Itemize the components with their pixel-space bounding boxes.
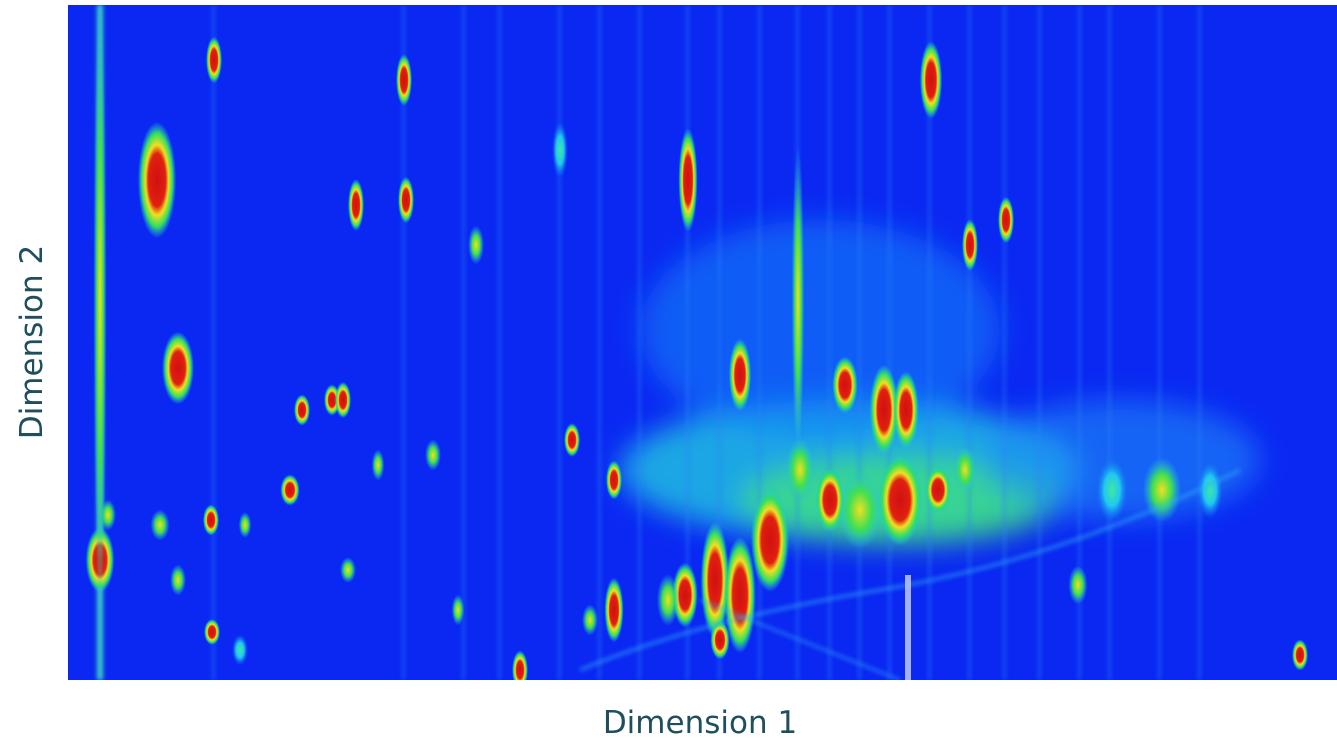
heatmap: [68, 5, 1337, 680]
spot: [750, 488, 790, 592]
spot: [340, 557, 356, 583]
spot: [785, 437, 815, 503]
spot: [728, 338, 752, 412]
y-axis-label: Dimension 2: [14, 245, 50, 439]
streak: [858, 5, 861, 680]
spot: [93, 5, 107, 625]
spot: [877, 454, 923, 546]
streak: [1038, 5, 1041, 680]
streak: [758, 5, 761, 680]
spot: [606, 460, 622, 500]
spot: [206, 36, 222, 84]
streak: [462, 5, 465, 680]
streak: [598, 5, 601, 680]
spot: [203, 504, 219, 536]
spot: [398, 176, 414, 224]
spot: [564, 423, 580, 457]
spot: [100, 499, 116, 531]
spot: [238, 512, 252, 538]
spot: [552, 121, 568, 179]
streak: [638, 5, 641, 680]
spot: [1096, 457, 1128, 523]
spot: [837, 471, 883, 549]
spot: [280, 474, 300, 506]
spot: [1068, 565, 1088, 605]
glow-region: [640, 220, 1000, 440]
spot: [604, 577, 624, 643]
streak: [686, 5, 689, 680]
streak: [558, 5, 561, 680]
spot: [204, 619, 220, 645]
spot: [832, 356, 858, 414]
streak: [828, 5, 831, 680]
spot: [150, 509, 170, 541]
spot: [512, 650, 528, 680]
spot: [468, 225, 484, 265]
spot: [451, 594, 465, 626]
spot: [232, 634, 248, 666]
streak: [1003, 5, 1006, 680]
spot: [962, 219, 978, 271]
spot: [678, 128, 698, 232]
marker-bar: [905, 575, 911, 680]
spot: [170, 564, 186, 596]
streak: [212, 5, 215, 680]
trace: [579, 468, 1241, 672]
streak: [888, 5, 891, 680]
spot: [425, 439, 441, 471]
spot: [791, 144, 805, 456]
spot: [893, 371, 919, 449]
x-axis-label: Dimension 1: [603, 705, 797, 739]
spot: [162, 331, 194, 405]
spot: [371, 449, 385, 481]
spot: [396, 54, 412, 106]
spot: [348, 179, 364, 231]
glow-region: [980, 400, 1260, 520]
spot: [724, 536, 756, 654]
spot: [919, 41, 943, 119]
spot: [582, 604, 598, 636]
streak: [1158, 5, 1161, 680]
spot: [656, 574, 680, 626]
streak: [928, 5, 931, 680]
streak: [718, 5, 721, 680]
spot: [672, 562, 698, 628]
spot: [815, 467, 845, 533]
spot: [953, 446, 977, 494]
spot: [1142, 457, 1182, 523]
spot: [1292, 639, 1308, 671]
streak: [498, 5, 501, 680]
spot: [1197, 461, 1223, 519]
streak: [402, 5, 405, 680]
streak: [1198, 5, 1201, 680]
spot: [998, 196, 1014, 244]
streak: [1078, 5, 1081, 680]
streak: [1108, 5, 1111, 680]
spot: [335, 381, 351, 419]
spot: [294, 394, 310, 426]
spot: [710, 620, 730, 660]
spots: [85, 5, 1308, 680]
trace: [699, 598, 901, 680]
spot: [925, 466, 951, 514]
spot: [869, 364, 899, 456]
spot: [137, 121, 177, 239]
streak: [968, 5, 971, 680]
